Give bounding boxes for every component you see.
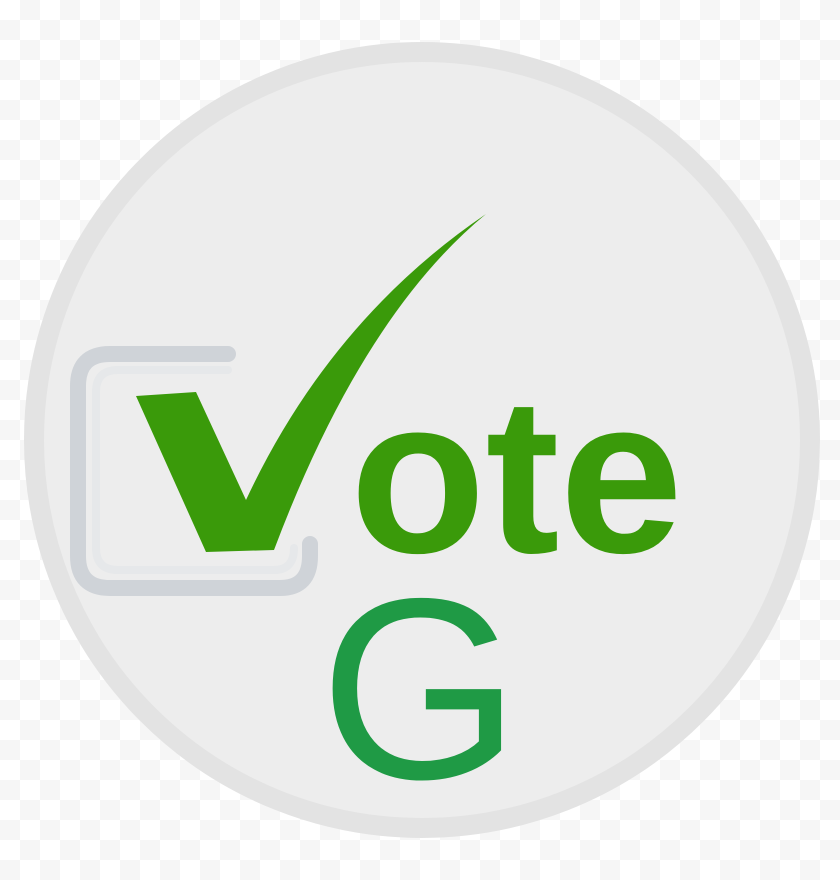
vote-wordmark: ote bbox=[350, 352, 683, 600]
candidate-letter: G bbox=[319, 544, 521, 833]
checkmark-icon bbox=[136, 214, 486, 552]
ballot-box-icon bbox=[70, 346, 318, 596]
